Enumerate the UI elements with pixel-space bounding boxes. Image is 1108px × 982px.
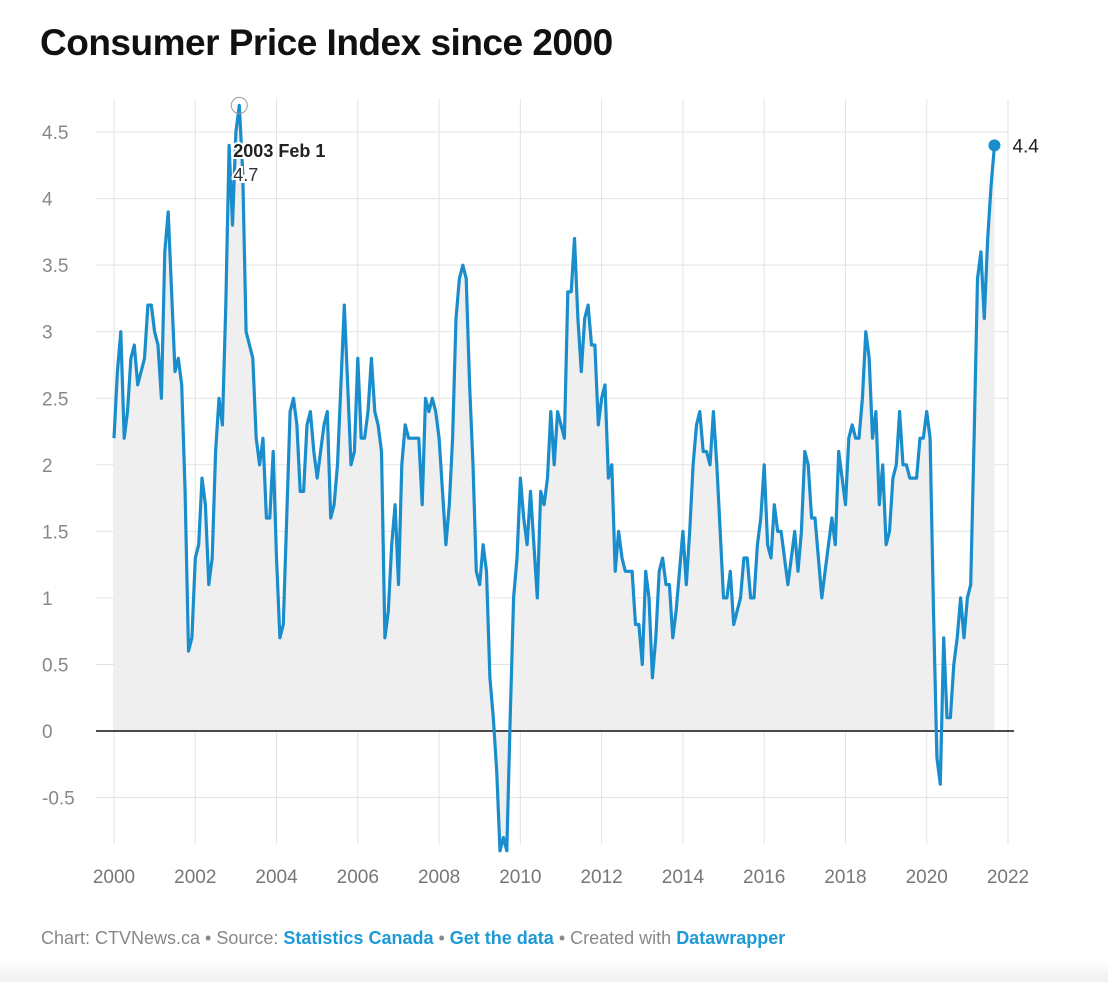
separator: • bbox=[200, 928, 217, 948]
x-tick-label: 2008 bbox=[418, 867, 460, 888]
y-tick-label: 3 bbox=[42, 323, 53, 344]
y-tick-label: 2 bbox=[42, 456, 53, 477]
y-tick-label: 0 bbox=[42, 722, 53, 743]
y-tick-label: 1.5 bbox=[42, 522, 68, 543]
bottom-shade bbox=[0, 960, 1108, 982]
x-axis: 2000 2002 2004 2006 2008 2010 2012 2014 2016 2018… bbox=[93, 867, 1029, 888]
x-tick-label: 2004 bbox=[255, 867, 298, 888]
x-tick-label: 2010 bbox=[499, 867, 541, 888]
y-tick-label: 4 bbox=[42, 190, 53, 211]
x-tick-label: 2022 bbox=[987, 867, 1029, 888]
separator: • bbox=[433, 928, 450, 948]
last-point-marker bbox=[988, 139, 1001, 152]
y-tick-label: 2.5 bbox=[42, 389, 68, 410]
y-tick-label: 0.5 bbox=[42, 655, 68, 676]
x-tick-label: 2018 bbox=[824, 867, 866, 888]
x-tick-label: 2002 bbox=[174, 867, 216, 888]
chart-title: Consumer Price Index since 2000 bbox=[40, 22, 613, 63]
x-tick-label: 2012 bbox=[580, 867, 622, 888]
y-axis: -0.5 0 0.5 1 1.5 2 2.5 3 3.5 4 4.5 bbox=[42, 123, 75, 810]
separator: • bbox=[553, 928, 571, 948]
peak-marker-icon bbox=[230, 96, 248, 114]
last-value-label: 4.4 bbox=[1012, 136, 1039, 157]
peak-date-label: 2003 Feb 1 bbox=[233, 141, 325, 161]
chart-credit: Chart: CTVNews.ca bbox=[41, 928, 201, 948]
source-link[interactable]: Statistics Canada bbox=[283, 928, 434, 948]
x-tick-label: 2014 bbox=[662, 867, 705, 888]
y-tick-label: 3.5 bbox=[42, 256, 68, 277]
source-label: Source: bbox=[216, 928, 284, 948]
x-tick-label: 2000 bbox=[93, 867, 135, 888]
y-tick-label: -0.5 bbox=[42, 789, 75, 810]
peak-value-label: 4.7 bbox=[233, 165, 258, 185]
y-tick-label: 4.5 bbox=[42, 123, 68, 144]
x-tick-label: 2016 bbox=[743, 867, 785, 888]
x-tick-label: 2020 bbox=[906, 867, 948, 888]
cpi-line bbox=[112, 103, 997, 853]
annotations: 2003 Feb 1 4.7 4.4 bbox=[230, 96, 1039, 187]
line-chart: 2000 2002 2004 2006 2008 2010 2012 2014 2016 2018… bbox=[42, 96, 1039, 888]
area-fill bbox=[114, 105, 995, 851]
get-data-link[interactable]: Get the data bbox=[449, 928, 554, 948]
chart-footer: Chart: CTVNews.ca • Source: Statistics C… bbox=[41, 928, 785, 949]
created-label: Created with bbox=[570, 928, 677, 948]
x-tick-label: 2006 bbox=[337, 867, 379, 888]
y-tick-label: 1 bbox=[42, 589, 53, 610]
datawrapper-link[interactable]: Datawrapper bbox=[676, 928, 786, 948]
